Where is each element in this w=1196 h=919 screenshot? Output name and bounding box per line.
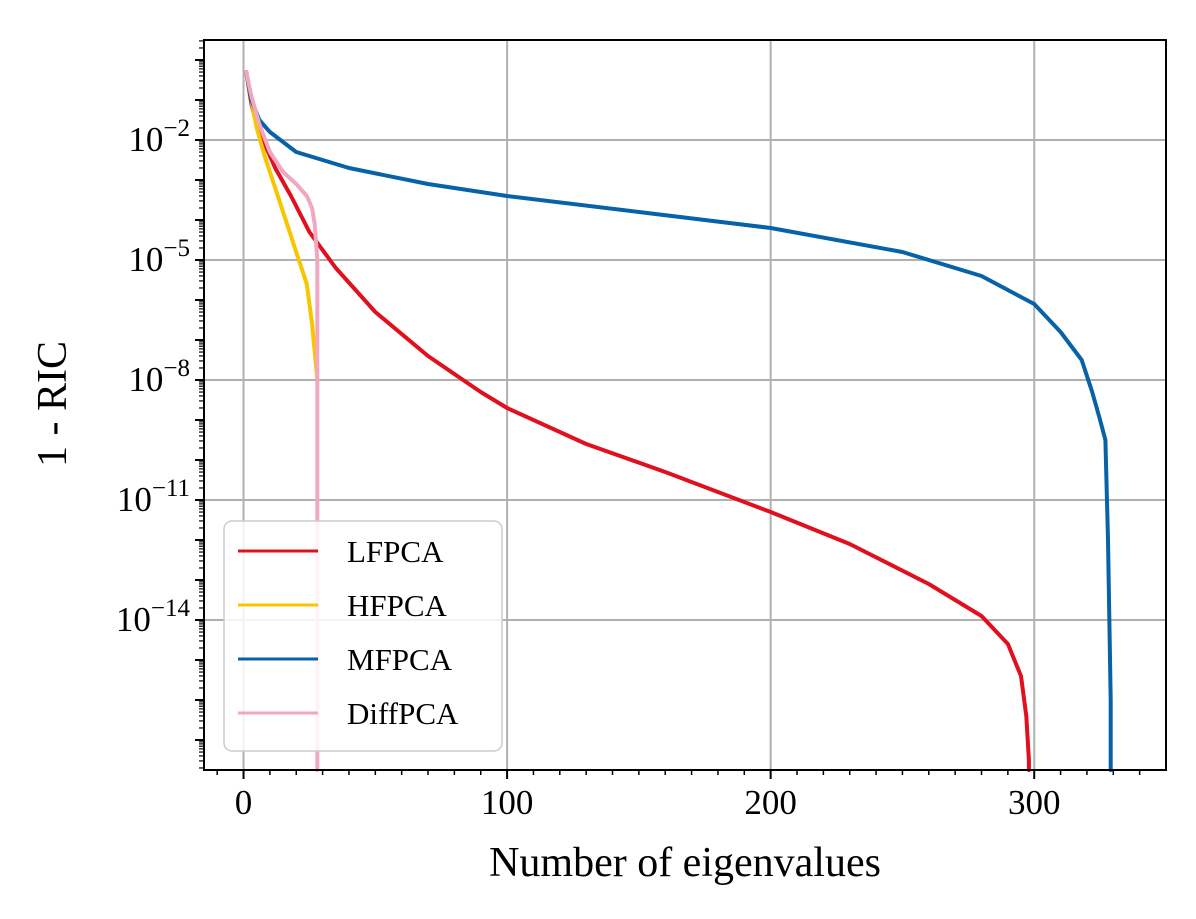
- series-line-hfpca: [244, 70, 320, 382]
- svg-text:10−8: 10−8: [128, 355, 190, 399]
- y-tick-exponent: −11: [152, 475, 190, 502]
- x-tick-label: 0: [235, 783, 253, 822]
- y-tick-exponent: −8: [163, 355, 190, 382]
- svg-text:10−5: 10−5: [128, 235, 190, 279]
- x-tick-label: 100: [481, 783, 534, 822]
- legend-label-diffpca: DiffPCA: [347, 696, 459, 731]
- series-line-mfpca: [244, 70, 1113, 772]
- y-tick-exponent: −14: [151, 595, 191, 622]
- x-tick-label: 200: [744, 783, 797, 822]
- y-tick-label: 10−8: [128, 355, 190, 399]
- y-tick-label: 10−5: [128, 235, 190, 279]
- y-tick-label: 10−2: [128, 115, 190, 159]
- svg-text:10−14: 10−14: [116, 595, 191, 639]
- x-axis-label: Number of eigenvalues: [489, 840, 881, 886]
- plot-frame: [203, 39, 1167, 771]
- series-line-lfpca: [244, 70, 1031, 772]
- y-tick-base: 10: [128, 240, 163, 279]
- y-axis-label: 1 - RIC: [30, 341, 76, 467]
- y-tick-base: 10: [116, 600, 151, 639]
- x-tick-labels: 0 100 200 300: [235, 783, 1061, 822]
- y-tick-base: 10: [128, 360, 163, 399]
- y-tick-label: 10−14: [116, 595, 191, 639]
- y-tick-exponent: −2: [163, 115, 190, 142]
- legend-label-lfpca: LFPCA: [347, 534, 444, 569]
- legend-box: [223, 520, 503, 752]
- y-tick-base: 10: [117, 480, 152, 519]
- major-ticks: [195, 59, 1036, 779]
- series-group: [244, 70, 1113, 772]
- legend-label-mfpca: MFPCA: [347, 642, 453, 677]
- svg-text:10−2: 10−2: [128, 115, 190, 159]
- svg-text:10−11: 10−11: [117, 475, 190, 519]
- legend-label-hfpca: HFPCA: [347, 588, 448, 623]
- series-line-diffpca: [244, 70, 320, 772]
- x-tick-label: 300: [1008, 783, 1061, 822]
- y-tick-label: 10−11: [117, 475, 190, 519]
- y-tick-base: 10: [128, 120, 163, 159]
- legend: LFPCA HFPCA MFPCA DiffPCA: [223, 520, 503, 752]
- y-tick-exponent: −5: [163, 235, 190, 262]
